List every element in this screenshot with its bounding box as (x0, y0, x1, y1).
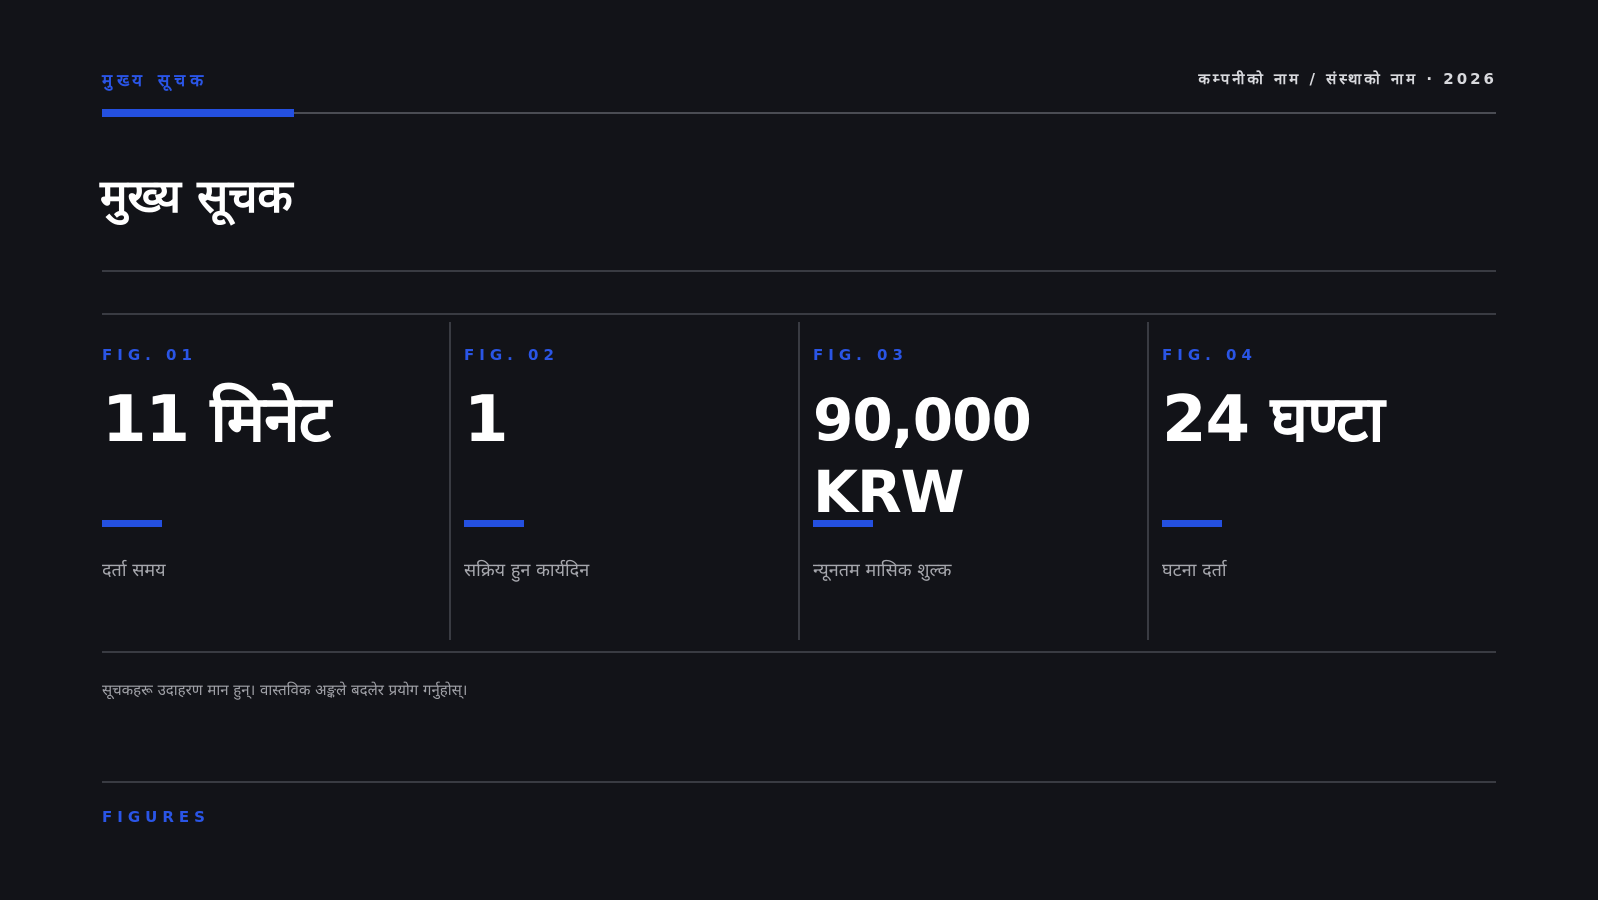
kpi-card-2: FIG. 02 1 सक्रिय हुन कार्यदिन (451, 322, 800, 640)
kpi-fig-label: FIG. 03 (813, 346, 908, 364)
company-name: कम्पनीको नाम / संस्थाको नाम · 2026 (1198, 70, 1497, 88)
kpi-fig-label: FIG. 02 (464, 346, 559, 364)
kpi-fig-label: FIG. 04 (1162, 346, 1257, 364)
kpi-value: 11 मिनेट (102, 383, 331, 457)
kpi-card-4: FIG. 04 24 घण्टा घटना दर्ता (1149, 322, 1496, 640)
header-divider (102, 112, 1496, 114)
grid-top-divider (102, 313, 1496, 315)
kpi-card-1: FIG. 01 11 मिनेट दर्ता समय (102, 322, 451, 640)
kpi-label: सक्रिय हुन कार्यदिन (464, 560, 590, 581)
kpi-card-3: FIG. 03 90,000 KRW न्यूनतम मासिक शुल्क (800, 322, 1149, 640)
kpi-value: 24 घण्टा (1162, 383, 1385, 457)
section-eyebrow: मुख्य सूचक (102, 71, 209, 91)
kpi-value: 90,000 KRW (813, 386, 1032, 526)
page-title: मुख्य सूचक (100, 169, 293, 223)
kpi-accent-bar (102, 520, 162, 527)
footnote: सूचकहरू उदाहरण मान हुन्। वास्तविक अङ्कले… (102, 681, 468, 699)
header-accent-bar (102, 109, 294, 117)
kpi-fig-label: FIG. 01 (102, 346, 197, 364)
title-divider (102, 270, 1496, 272)
kpi-accent-bar (1162, 520, 1222, 527)
kpi-label: घटना दर्ता (1162, 560, 1227, 581)
footer-section-label: FIGURES (102, 808, 210, 826)
kpi-value: 1 (464, 383, 509, 457)
grid-bottom-divider (102, 651, 1496, 653)
kpi-grid: FIG. 01 11 मिनेट दर्ता समय FIG. 02 1 सक्… (102, 322, 1496, 640)
footer-divider (102, 781, 1496, 783)
kpi-label: दर्ता समय (102, 560, 166, 581)
kpi-accent-bar (813, 520, 873, 527)
kpi-label: न्यूनतम मासिक शुल्क (813, 560, 952, 581)
kpi-accent-bar (464, 520, 524, 527)
